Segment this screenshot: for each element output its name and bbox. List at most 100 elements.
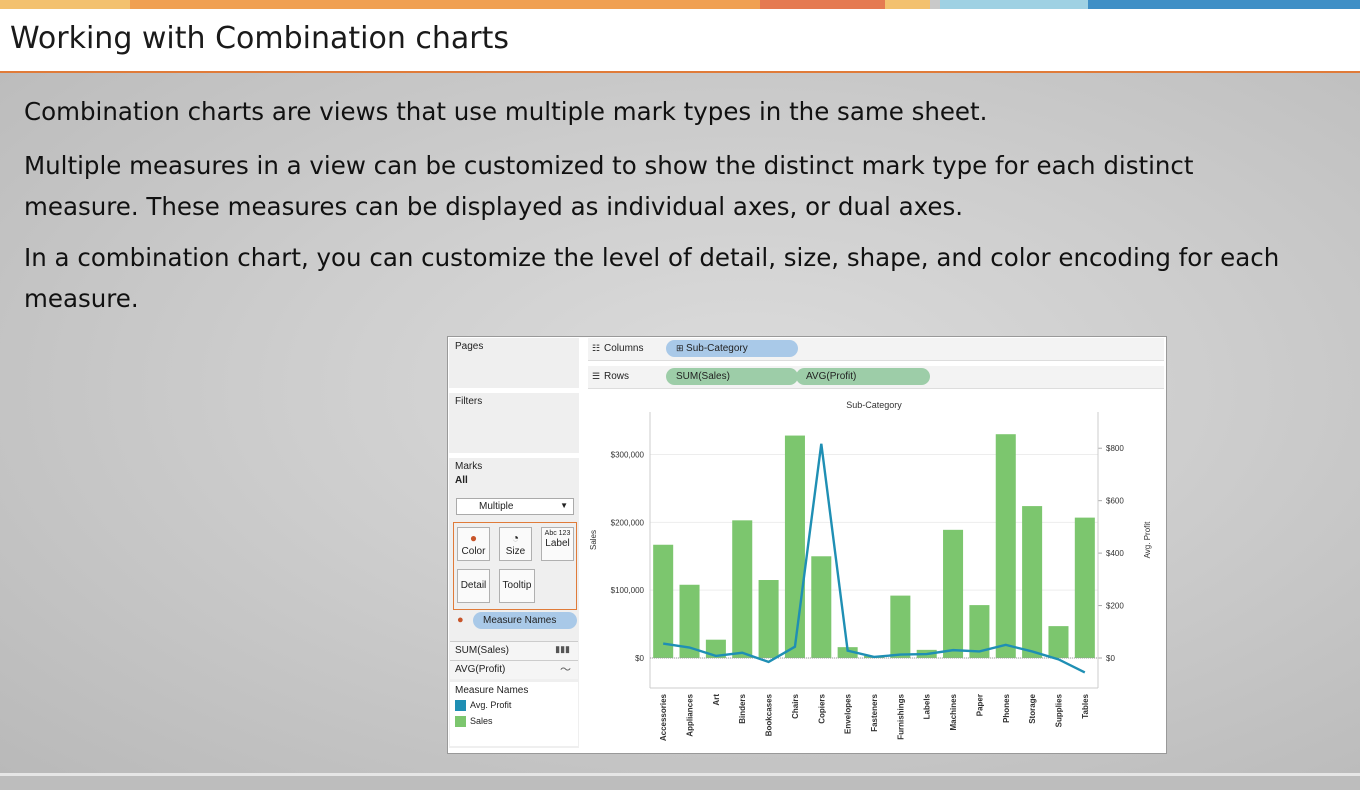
bar-binders	[732, 520, 753, 658]
bar-bookcases	[758, 580, 779, 658]
x-tick-label: Envelopes	[844, 693, 853, 734]
bar-storage	[1022, 506, 1043, 658]
decorative-top-bar	[0, 0, 1360, 9]
sub-category-pill[interactable]: ⊞ Sub-Category	[666, 340, 798, 357]
legend-label-sales: Sales	[470, 716, 493, 726]
x-tick-label: Art	[712, 694, 721, 706]
color-encoding-icon: ●	[457, 614, 464, 626]
tooltip-button[interactable]: Tooltip	[499, 569, 535, 603]
bar-furnishings	[890, 595, 911, 658]
avg-profit-pill[interactable]: AVG(Profit)	[796, 368, 930, 385]
x-tick-label: Copiers	[817, 693, 826, 723]
expand-icon: ⊞	[676, 343, 687, 353]
y2-tick-label: $400	[1106, 549, 1124, 558]
y-tick-label: $200,000	[611, 518, 645, 527]
rows-icon: ☰	[592, 371, 601, 381]
measure-names-pill[interactable]: Measure Names	[473, 612, 577, 629]
bar-chart-icon: ▮▮▮	[555, 644, 570, 654]
chevron-down-icon: ▼	[560, 501, 568, 510]
combination-chart: Sub-Category $0 $100,000 $200,000 $300,000 $0…	[589, 400, 1152, 741]
mark-type-value: Multiple	[479, 501, 514, 512]
color-label: Color	[461, 546, 486, 557]
bar-machines	[943, 529, 964, 658]
bar-supplies	[1048, 626, 1069, 658]
columns-label: Columns	[604, 343, 644, 354]
sub-category-pill-label: Sub-Category	[686, 343, 748, 354]
y2-tick-label: $600	[1106, 497, 1124, 506]
title-bar: Working with Combination charts	[0, 9, 1360, 73]
x-tick-label: Chairs	[791, 693, 800, 718]
legend-swatch-profit	[455, 700, 466, 711]
legend-swatch-sales	[455, 716, 466, 727]
legend-measure-names: Measure Names Avg. Profit Sales	[450, 682, 578, 746]
paragraph-3-line-1: In a combination chart, you can customiz…	[24, 243, 1280, 272]
decorative-bottom-bar	[0, 773, 1360, 790]
x-tick-label: Supplies	[1054, 693, 1063, 727]
x-tick-label: Tables	[1081, 693, 1090, 718]
x-tick-label: Labels	[923, 693, 932, 719]
y2-tick-label: $800	[1106, 444, 1124, 453]
columns-shelf[interactable]: ☷ Columns ⊞ Sub-Category	[588, 338, 1164, 361]
label-button[interactable]: Abc 123 Label	[541, 527, 574, 561]
x-tick-label: Appliances	[686, 693, 695, 736]
marks-all-tab[interactable]: All	[455, 475, 468, 486]
marks-row-profit-label: AVG(Profit)	[455, 664, 506, 675]
marks-card: Marks All Multiple ▼ ● Color ◔ Size Abc …	[449, 458, 579, 748]
paragraph-2-line-2: measure. These measures can be displayed…	[24, 192, 963, 221]
marks-row-profit[interactable]: AVG(Profit) 〜	[450, 660, 578, 679]
x-tick-label: Phones	[1002, 693, 1011, 722]
chart-title: Sub-Category	[846, 400, 902, 410]
x-tick-label: Storage	[1028, 693, 1037, 723]
size-label: Size	[505, 546, 526, 557]
rows-shelf[interactable]: ☰ Rows SUM(Sales) AVG(Profit)	[588, 366, 1164, 389]
tableau-screenshot: Pages Filters Marks All Multiple ▼ ● Col…	[447, 336, 1167, 754]
bar-copiers	[811, 556, 832, 658]
x-tick-label: Fasteners	[870, 693, 879, 731]
bar-chairs	[784, 435, 805, 658]
marks-row-sales[interactable]: SUM(Sales) ▮▮▮	[450, 641, 578, 660]
y-axis-label: Sales	[589, 530, 598, 550]
line-chart-icon: 〜	[560, 664, 571, 676]
pages-label: Pages	[455, 341, 484, 352]
paragraph-2-line-1: Multiple measures in a view can be custo…	[24, 151, 1194, 180]
size-button[interactable]: ◔ Size	[499, 527, 532, 561]
filters-shelf[interactable]: Filters	[449, 393, 579, 453]
x-tick-label: Bookcases	[765, 693, 774, 736]
bar-envelopes	[837, 647, 858, 658]
rows-label: Rows	[604, 371, 630, 382]
color-button[interactable]: ● Color	[457, 527, 490, 561]
tooltip-label: Tooltip	[502, 580, 532, 591]
slide-title: Working with Combination charts	[10, 21, 509, 56]
x-tick-label: Furnishings	[896, 693, 905, 739]
y-tick-label: $0	[635, 654, 644, 663]
label-abc-icon: Abc 123	[544, 530, 571, 537]
bar-appliances	[679, 584, 700, 658]
pages-shelf[interactable]: Pages	[449, 338, 579, 388]
mark-cards-group	[453, 522, 577, 610]
bar-paper	[969, 605, 990, 658]
mark-type-dropdown[interactable]: Multiple ▼	[456, 498, 574, 515]
bar-phones	[995, 434, 1016, 658]
legend-label-profit: Avg. Profit	[470, 700, 512, 710]
filters-label: Filters	[455, 396, 483, 407]
sum-sales-pill[interactable]: SUM(Sales)	[666, 368, 798, 385]
columns-icon: ☷	[592, 343, 601, 353]
x-tick-label: Binders	[738, 693, 747, 723]
x-tick-label: Paper	[975, 694, 984, 716]
y2-tick-label: $0	[1106, 654, 1115, 663]
y2-tick-label: $200	[1106, 602, 1124, 611]
label-label: Label	[545, 538, 570, 549]
size-icon: ◔	[511, 531, 520, 545]
y2-axis-label: Avg. Profit	[1143, 521, 1152, 559]
y-tick-label: $100,000	[611, 586, 645, 595]
paragraph-3-line-2: measure.	[24, 284, 139, 313]
detail-button[interactable]: Detail	[457, 569, 490, 603]
marks-label: Marks	[455, 461, 483, 472]
detail-label: Detail	[460, 580, 487, 591]
paragraph-1: Combination charts are views that use mu…	[24, 97, 988, 126]
y-tick-label: $300,000	[611, 451, 645, 460]
marks-row-sales-label: SUM(Sales)	[455, 645, 509, 656]
bar-tables	[1074, 517, 1095, 658]
avg-profit-line	[662, 443, 1086, 674]
color-palette-icon: ●	[469, 531, 478, 545]
